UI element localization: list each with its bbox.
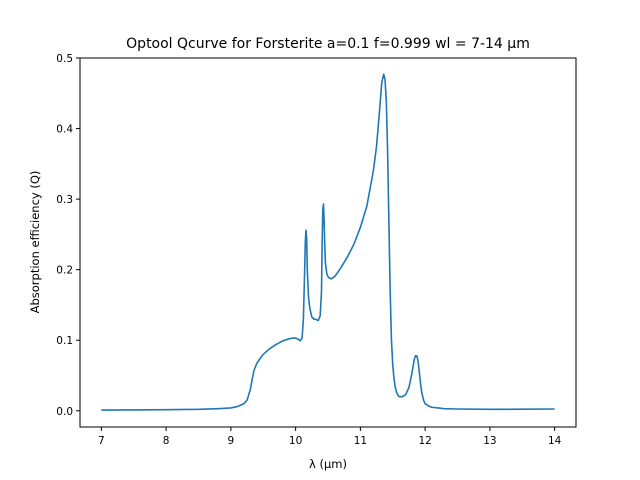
y-tick-label: 0.0 [56, 406, 73, 418]
chart-title: Optool Qcurve for Forsterite a=0.1 f=0.9… [126, 36, 530, 52]
plot-area-frame [79, 57, 577, 428]
x-tick-label: 12 [418, 435, 431, 447]
x-tick-label: 14 [548, 435, 562, 447]
y-tick-label: 0.1 [56, 335, 73, 347]
x-axis-ticks: 7 8 9 10 11 12 13 14 [98, 427, 562, 447]
x-tick-label: 10 [289, 435, 302, 447]
y-tick-label: 0.3 [56, 194, 73, 206]
x-tick-label: 9 [228, 435, 235, 447]
x-tick-label: 11 [354, 435, 367, 447]
y-axis-ticks: 0.0 0.1 0.2 0.3 0.4 0.5 [56, 53, 80, 418]
x-tick-label: 7 [98, 435, 105, 447]
y-tick-label: 0.4 [56, 124, 73, 136]
x-tick-label: 13 [483, 435, 496, 447]
series-layer [101, 73, 555, 411]
x-tick-label: 8 [163, 435, 170, 447]
y-axis-title: Absorption efficiency (Q) [28, 171, 42, 314]
y-tick-label: 0.2 [56, 265, 73, 277]
y-tick-label: 0.5 [56, 53, 73, 65]
x-axis-title: λ (μm) [309, 457, 347, 471]
absorption-efficiency-line [101, 73, 555, 411]
